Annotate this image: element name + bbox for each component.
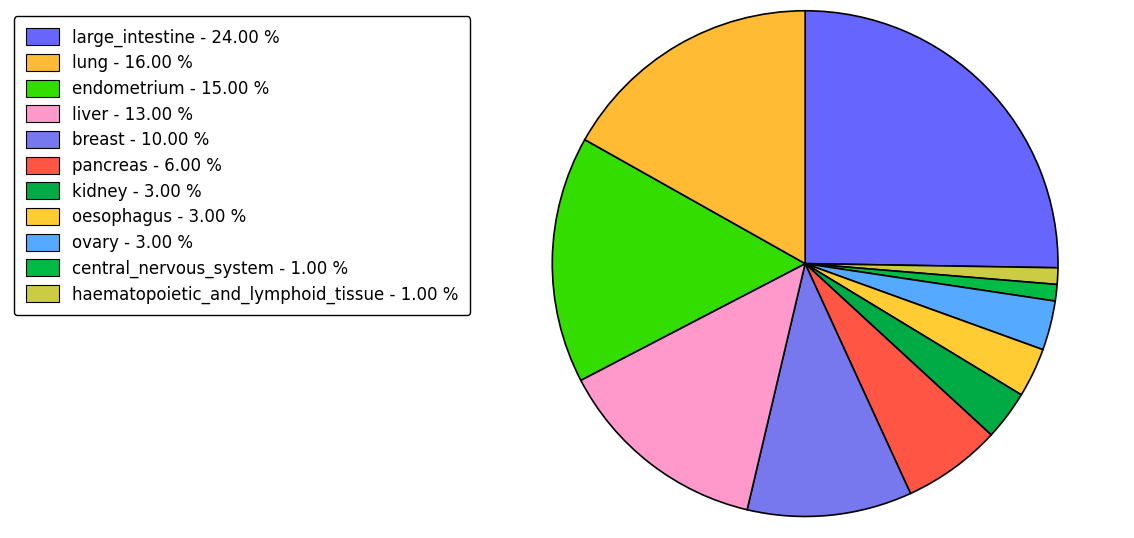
Wedge shape (805, 264, 1056, 350)
Wedge shape (805, 264, 1043, 395)
Wedge shape (747, 264, 911, 516)
Wedge shape (805, 264, 1057, 301)
Legend: large_intestine - 24.00 %, lung - 16.00 %, endometrium - 15.00 %, liver - 13.00 : large_intestine - 24.00 %, lung - 16.00 … (14, 16, 471, 315)
Wedge shape (805, 264, 1022, 435)
Wedge shape (805, 11, 1058, 268)
Wedge shape (585, 11, 805, 264)
Wedge shape (552, 140, 805, 380)
Wedge shape (581, 264, 805, 509)
Wedge shape (805, 264, 1058, 285)
Wedge shape (805, 264, 991, 493)
